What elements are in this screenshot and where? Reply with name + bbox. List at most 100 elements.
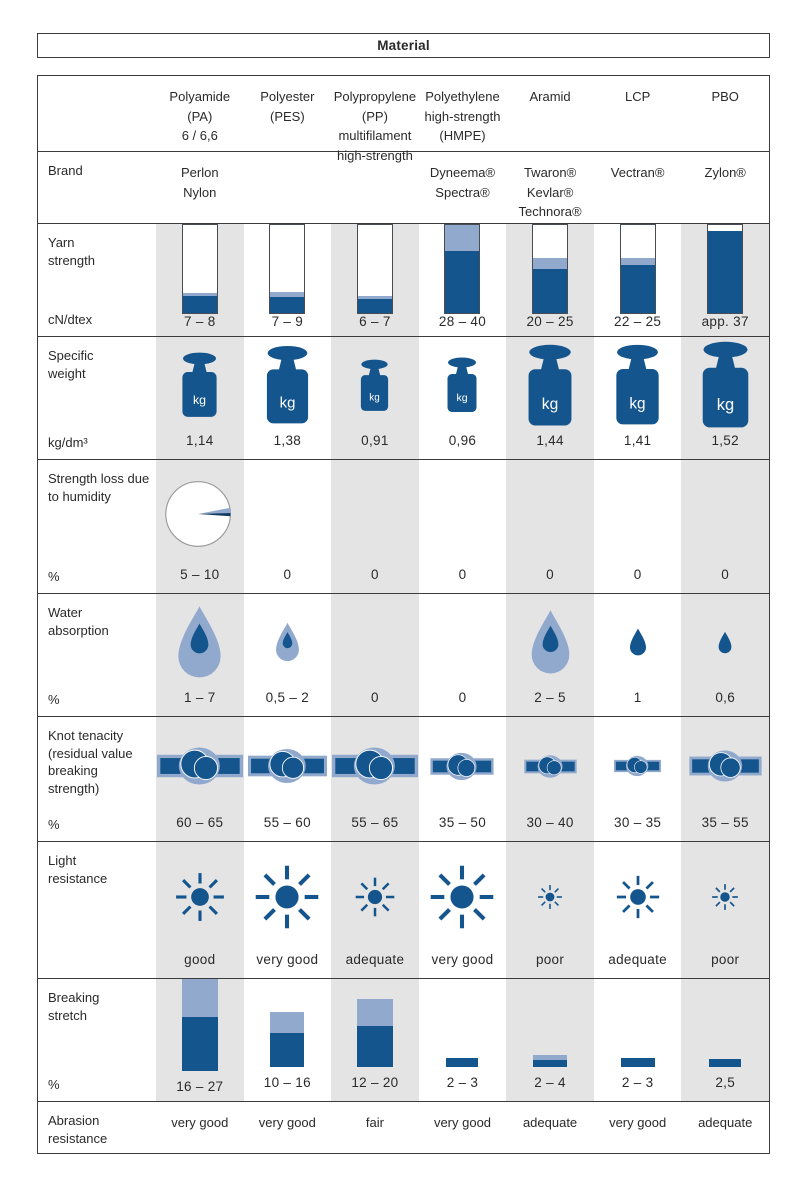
icon-area-specific-weight: kg [681,337,769,433]
cell-brand: Vectran® [610,165,665,180]
stretch-bar-range-segment [270,1012,305,1033]
yarn-bar-fill-segment [270,297,305,313]
cell-brand: Dyneema® Spectra® [429,165,496,200]
cell-brand [244,152,332,223]
value-specific-weight: 1,52 [711,433,739,448]
icon-area-knot-tenacity [594,717,682,815]
row-label-cell-yarn-strength: Yarn strength cN/dtex [38,224,156,336]
icon-area-water-absorption [419,594,507,690]
value-breaking-stretch: 10 – 16 [263,1075,311,1090]
cell-specific-weight: kg 0,91 [331,337,419,459]
weight-icon: kg [513,344,587,427]
row-label-humidity-loss: Strength loss due to humidity [48,471,150,504]
cell-water-absorption: 0,6 [681,594,769,716]
icon-area-breaking-stretch [331,979,419,1075]
icon-area-light-resistance [681,842,769,952]
yarn-strength-bar-icon [707,224,744,314]
table-row-abrasion-resistance: Abrasion resistance very good very good fai… [38,1101,769,1153]
sun-icon [537,884,563,910]
value-yarn-strength: 22 – 25 [614,314,662,329]
value-light-resistance: poor [535,952,565,967]
droplet-icon [273,622,302,662]
pie-chart-icon [162,476,238,552]
value-breaking-stretch: 2,5 [715,1075,736,1090]
icon-area-humidity-loss [156,460,244,567]
value-knot-tenacity: 30 – 35 [614,815,662,830]
table-row-yarn-strength: Yarn strength cN/dtex 7 – 8 7 – 9 6 – 7 28 – … [38,223,769,336]
icon-area-light-resistance [244,842,332,952]
cell-specific-weight: kg 1,14 [156,337,244,459]
value-specific-weight: 1,14 [186,433,214,448]
yarn-bar-range-segment [270,292,305,297]
value-breaking-stretch: 12 – 20 [351,1075,399,1090]
icon-area-water-absorption [681,594,769,690]
value-water-absorption: 0 [371,690,379,705]
yarn-strength-bar-icon [356,224,393,314]
droplet-icon [717,631,733,654]
cell-humidity-loss: 0 [331,460,419,593]
cell-abrasion-resistance: fair [365,1115,384,1130]
value-humidity-loss: 0 [283,567,292,582]
stretch-bar-range-segment [356,999,393,1026]
knot-icon [689,746,762,786]
value-yarn-strength: app. 37 [701,314,749,329]
cell-brand [331,152,419,223]
sun-icon [615,874,661,920]
icon-area-light-resistance [506,842,594,952]
value-knot-tenacity: 55 – 60 [263,815,311,830]
yarn-strength-bar-icon [444,224,481,314]
icon-area-specific-weight: kg [594,337,682,433]
droplet-icon [173,605,226,679]
table-row-humidity-loss: Strength loss due to humidity% 5 – 10 0 0 0 0… [38,459,769,593]
column-header-7: PBO [711,89,739,104]
stretch-bar-fill-segment [356,1026,393,1067]
yarn-strength-bar-icon [619,224,656,314]
cell-yarn-strength: 7 – 8 [156,224,244,336]
value-water-absorption: 0 [458,690,467,705]
icon-area-yarn-strength [681,224,769,314]
droplet-icon [527,609,574,675]
icon-area-water-absorption [244,594,332,690]
icon-area-breaking-stretch [244,979,332,1075]
cell-light-resistance: adequate [331,842,419,978]
cell-yarn-strength: 28 – 40 [419,224,507,336]
cell-abrasion-resistance: very good [258,1115,316,1130]
cell-humidity-loss: 0 [419,460,507,593]
yarn-bar-fill-segment [182,296,217,313]
table-row-specific-weight: Specific weight kg/dm³ kg 1,14 kg 1,38 kg 0,91 k… [38,336,769,459]
value-knot-tenacity: 35 – 50 [438,815,487,830]
value-light-resistance: good [184,952,216,967]
value-breaking-stretch: 2 – 3 [446,1075,479,1090]
cell-yarn-strength: 20 – 25 [506,224,594,336]
icon-area-knot-tenacity [419,717,507,815]
weight-icon: kg [601,344,674,426]
icon-area-humidity-loss [244,460,332,567]
cell-breaking-stretch: 2 – 3 [594,979,682,1101]
sun-icon [174,871,226,923]
cell-specific-weight: kg 1,44 [506,337,594,459]
icon-area-humidity-loss [594,460,682,567]
knot-icon [614,753,662,779]
cell-knot-tenacity: 35 – 55 [681,717,769,841]
knot-icon [523,752,577,781]
cell-abrasion-resistance: very good [433,1115,492,1130]
stretch-bar-fill-segment [620,1058,655,1067]
icon-area-breaking-stretch [506,979,594,1075]
svg-text:kg: kg [716,396,733,414]
value-light-resistance: very good [431,952,494,967]
cell-light-resistance: good [156,842,244,978]
stretch-bar-fill-segment [446,1058,479,1067]
cell-yarn-strength: app. 37 [681,224,769,336]
cell-light-resistance: very good [419,842,507,978]
value-humidity-loss: 0 [458,567,467,582]
icon-area-yarn-strength [244,224,332,314]
icon-area-specific-weight: kg [331,337,419,433]
yarn-bar-range-segment [445,225,480,251]
yarn-bar-range-segment [182,293,217,296]
value-humidity-loss: 0 [721,567,730,582]
icon-area-yarn-strength [506,224,594,314]
icon-area-breaking-stretch [681,979,769,1075]
cell-water-absorption: 0 [419,594,507,716]
icon-area-yarn-strength [331,224,419,314]
icon-area-specific-weight: kg [156,337,244,433]
